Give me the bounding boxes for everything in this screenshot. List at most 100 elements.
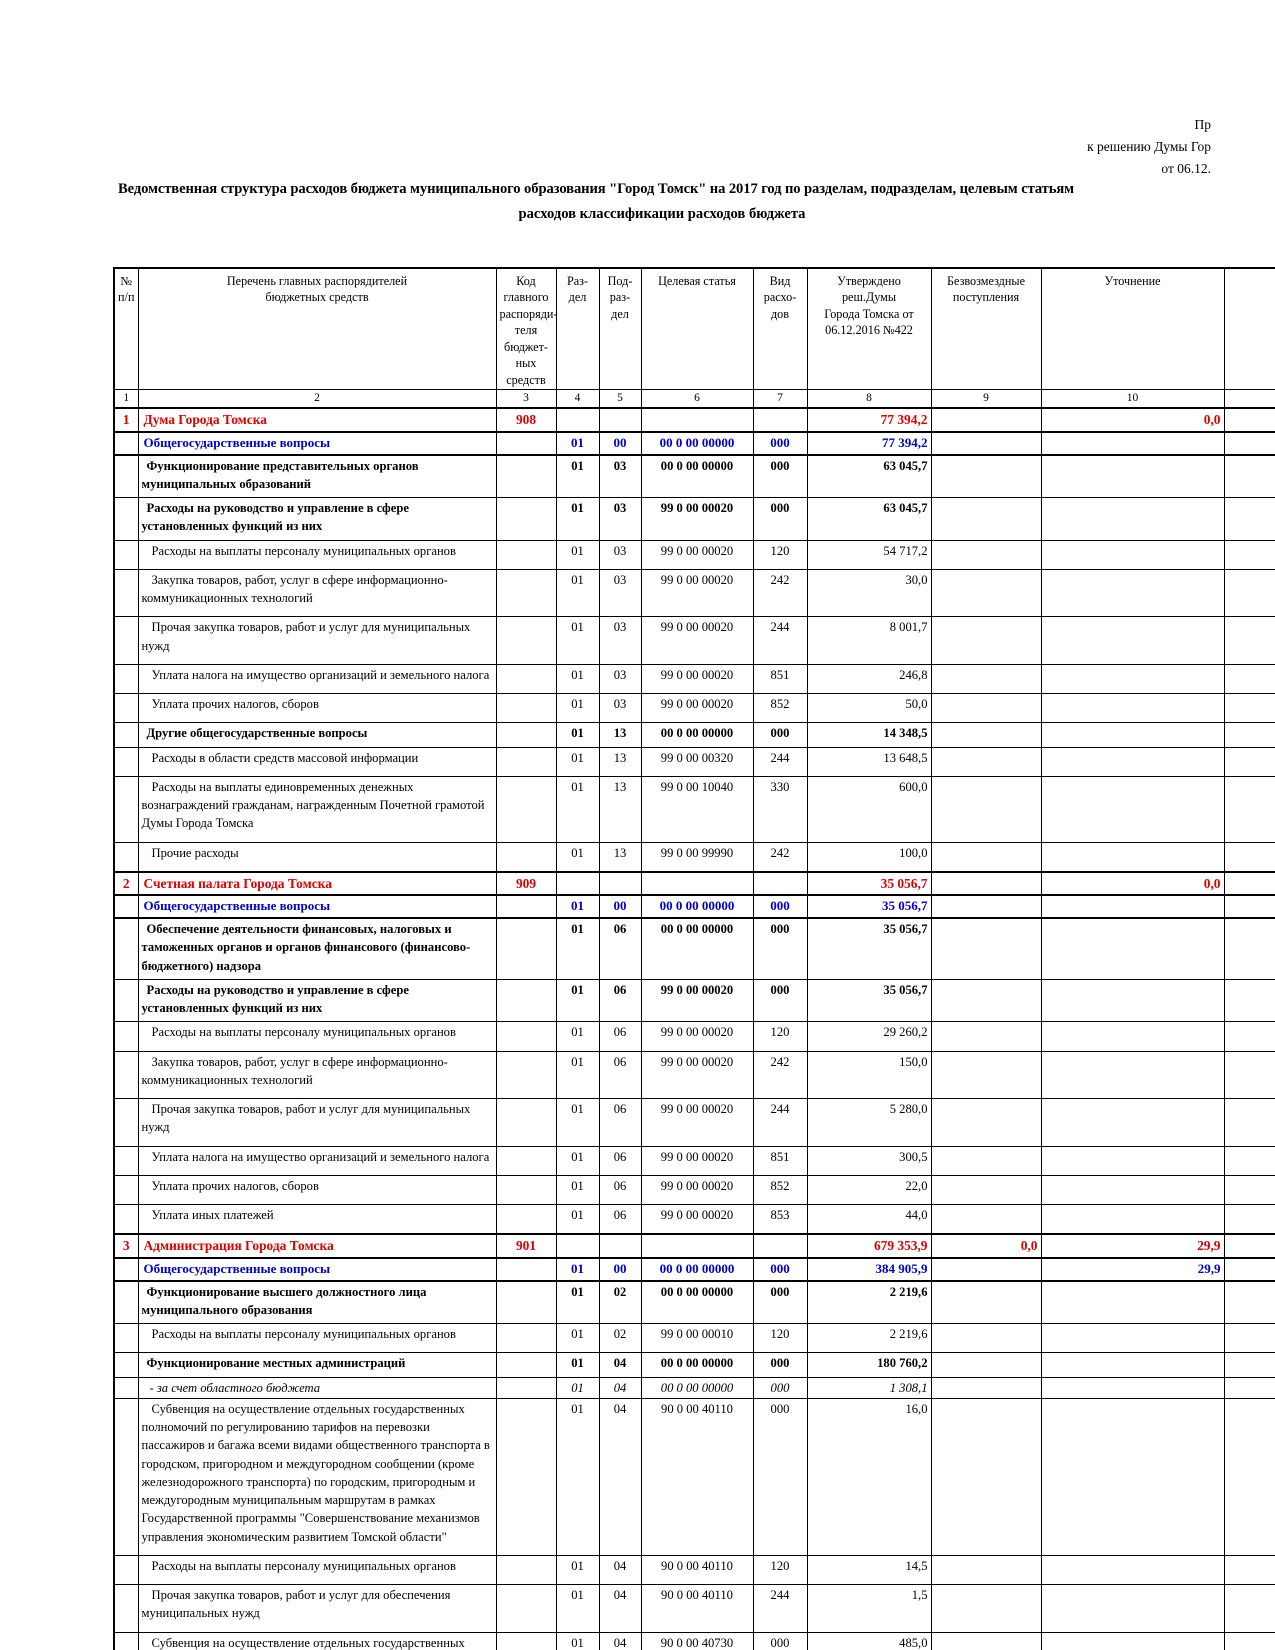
cell-expense-type: 120 xyxy=(752,1323,808,1354)
cell-razdel: 01 xyxy=(555,539,600,570)
column-header-9: Безвозмездные поступления xyxy=(930,267,1042,391)
cell-gratuitous-receipts: 0,0 xyxy=(930,1233,1042,1259)
cell-clipped-column xyxy=(1223,1631,1275,1650)
column-header-2: Перечень главных распорядителей бюджетны… xyxy=(137,267,497,391)
cell-podrazdel: 03 xyxy=(598,693,642,724)
cell-gratuitous-receipts xyxy=(930,1584,1042,1633)
cell-podrazdel: 03 xyxy=(598,568,642,618)
cell-expense-type: 000 xyxy=(752,1352,808,1378)
cell-expense-type: 851 xyxy=(752,663,808,695)
cell-name: Общегосударственные вопросы xyxy=(137,1257,497,1282)
cell-target-article: 99 0 00 00020 xyxy=(640,539,754,570)
cell-razdel: 01 xyxy=(555,746,600,777)
cell-podrazdel xyxy=(598,870,642,897)
cell-gratuitous-receipts xyxy=(930,1204,1042,1235)
cell-row-number xyxy=(113,894,139,920)
cell-expense-type: 242 xyxy=(752,1050,808,1100)
cell-target-article: 99 0 00 00020 xyxy=(640,978,754,1023)
cell-adjustment xyxy=(1040,1397,1225,1556)
column-number-10: 10 xyxy=(1040,389,1225,410)
cell-row-number xyxy=(113,775,139,843)
cell-approved-amount: 77 394,2 xyxy=(806,431,932,456)
budget-table: № п/п Перечень главных распорядителей бюд… xyxy=(113,267,1275,1650)
cell-target-article: 99 0 00 00020 xyxy=(640,1174,754,1206)
cell-row-number: 2 xyxy=(113,870,139,897)
cell-target-article xyxy=(640,1233,754,1259)
cell-razdel: 01 xyxy=(555,1352,600,1378)
cell-gratuitous-receipts xyxy=(930,841,1042,873)
cell-approved-amount: 22,0 xyxy=(806,1174,932,1206)
column-number-6: 6 xyxy=(640,389,754,410)
cell-podrazdel: 06 xyxy=(598,1174,642,1206)
cell-podrazdel: 06 xyxy=(598,917,642,980)
cell-name: Расходы в области средств массовой инфор… xyxy=(137,746,497,777)
column-number-7: 7 xyxy=(752,389,808,410)
cell-grbs-code xyxy=(495,431,557,456)
cell-razdel: 01 xyxy=(555,1098,600,1147)
cell-expense-type: 120 xyxy=(752,1021,808,1052)
cell-clipped-column xyxy=(1223,431,1275,456)
cell-grbs-code xyxy=(495,1352,557,1378)
cell-adjustment xyxy=(1040,663,1225,695)
cell-grbs-code xyxy=(495,1204,557,1235)
cell-expense-type: 000 xyxy=(752,1257,808,1282)
cell-adjustment xyxy=(1040,539,1225,570)
column-number-row: 1 2 3 4 5 6 7 8 9 10 xyxy=(113,389,1275,410)
cell-name: Общегосударственные вопросы xyxy=(137,894,497,920)
cell-clipped-column xyxy=(1223,1145,1275,1176)
cell-approved-amount: 14 348,5 xyxy=(806,722,932,748)
cell-razdel: 01 xyxy=(555,894,600,920)
cell-row-number xyxy=(113,1376,139,1399)
cell-name: Расходы на выплаты персоналу муниципальн… xyxy=(137,1323,497,1354)
cell-target-article: 99 0 00 00020 xyxy=(640,568,754,618)
column-header-3: Код главного распоряди- теля бюджет- ных… xyxy=(495,267,557,391)
cell-target-article: 99 0 00 00010 xyxy=(640,1323,754,1354)
cell-grbs-code xyxy=(495,746,557,777)
cell-row-number xyxy=(113,1631,139,1650)
cell-target-article: 00 0 00 00000 xyxy=(640,454,754,499)
cell-expense-type xyxy=(752,1233,808,1259)
cell-row-number xyxy=(113,1021,139,1052)
cell-gratuitous-receipts xyxy=(930,497,1042,541)
cell-gratuitous-receipts xyxy=(930,917,1042,980)
cell-razdel: 01 xyxy=(555,663,600,695)
cell-approved-amount: 63 045,7 xyxy=(806,454,932,499)
cell-podrazdel: 06 xyxy=(598,1050,642,1100)
cell-adjustment: 0,0 xyxy=(1040,870,1225,897)
column-header-4: Раз- дел xyxy=(555,267,600,391)
cell-approved-amount: 50,0 xyxy=(806,693,932,724)
table-row: Расходы в области средств массовой инфор… xyxy=(113,746,1275,777)
table-row: Уплата прочих налогов, сборов 01 06 99 0 00… xyxy=(113,1174,1275,1206)
column-number-11 xyxy=(1223,389,1275,410)
cell-gratuitous-receipts xyxy=(930,1280,1042,1325)
cell-grbs-code xyxy=(495,1584,557,1633)
cell-grbs-code xyxy=(495,693,557,724)
cell-expense-type: 852 xyxy=(752,693,808,724)
cell-adjustment xyxy=(1040,1584,1225,1633)
cell-approved-amount: 2 219,6 xyxy=(806,1323,932,1354)
cell-target-article: 99 0 00 00020 xyxy=(640,1098,754,1147)
table-row: Прочая закупка товаров, работ и услуг дл… xyxy=(113,1584,1275,1633)
cell-target-article: 99 0 00 10040 xyxy=(640,775,754,843)
cell-clipped-column xyxy=(1223,1050,1275,1100)
cell-row-number xyxy=(113,1050,139,1100)
table-header: № п/п Перечень главных распорядителей бюд… xyxy=(113,267,1275,410)
cell-expense-type: 000 xyxy=(752,894,808,920)
cell-row-number xyxy=(113,454,139,499)
cell-adjustment xyxy=(1040,1174,1225,1206)
cell-expense-type: 000 xyxy=(752,917,808,980)
cell-podrazdel: 00 xyxy=(598,431,642,456)
cell-adjustment xyxy=(1040,497,1225,541)
cell-approved-amount: 35 056,7 xyxy=(806,978,932,1023)
cell-clipped-column xyxy=(1223,1280,1275,1325)
cell-podrazdel: 03 xyxy=(598,497,642,541)
cell-name: Субвенция на осуществление отдельных гос… xyxy=(137,1397,497,1556)
cell-razdel xyxy=(555,407,600,433)
cell-adjustment xyxy=(1040,1050,1225,1100)
cell-grbs-code: 901 xyxy=(495,1233,557,1259)
corner-note-line: к решению Думы Гор xyxy=(1087,138,1211,154)
cell-name: Прочая закупка товаров, работ и услуг дл… xyxy=(137,1098,497,1147)
cell-razdel: 01 xyxy=(555,978,600,1023)
cell-row-number xyxy=(113,616,139,665)
table-row: Расходы на выплаты персоналу муниципальн… xyxy=(113,1323,1275,1354)
